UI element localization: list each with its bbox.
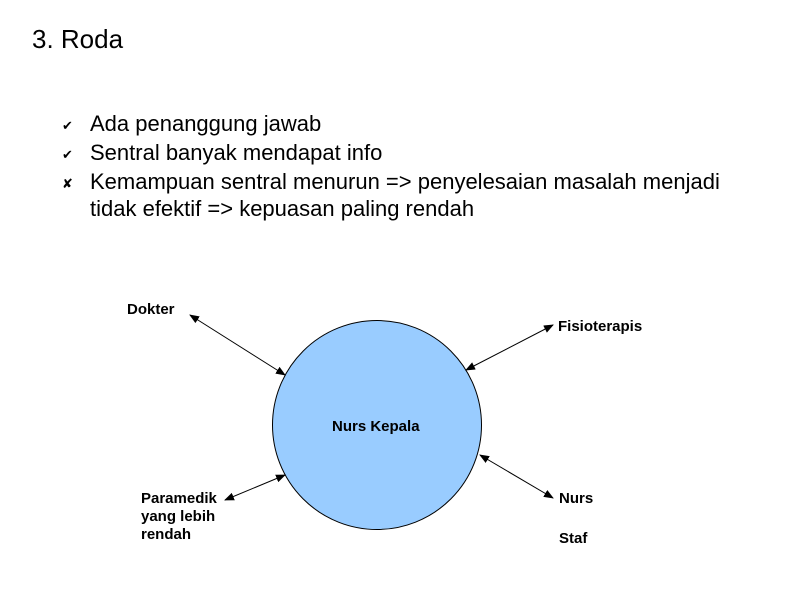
node-label: Nurs [559, 490, 593, 508]
center-label: Nurs Kepala [332, 418, 420, 436]
node-label: Paramedik yang lebih rendah [141, 490, 217, 544]
node-label: Fisioterapis [558, 318, 642, 336]
node-label: Dokter [127, 301, 175, 319]
node-label: Staf [559, 530, 587, 548]
roda-diagram: Nurs Kepala Dokter Fisioterapis Nurs Staf Pa… [0, 0, 794, 595]
